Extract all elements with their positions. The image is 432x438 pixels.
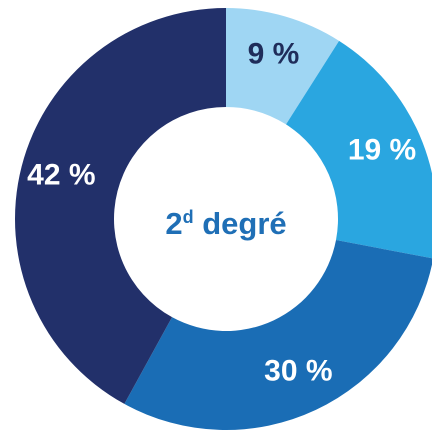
center-label: 2d degré [165, 206, 286, 241]
slice-label-19: 19 % [348, 133, 416, 166]
donut-slices [14, 8, 432, 430]
slice-label-9: 9 % [248, 38, 300, 71]
slice-label-30: 30 % [264, 355, 332, 388]
slice-label-42: 42 % [27, 159, 95, 192]
slice-30 [124, 239, 432, 430]
slice-42 [14, 8, 227, 404]
slice-9 [226, 8, 340, 125]
slice-labels: 9 % 19 % 30 % 42 % [27, 38, 416, 388]
slice-19 [286, 40, 432, 259]
